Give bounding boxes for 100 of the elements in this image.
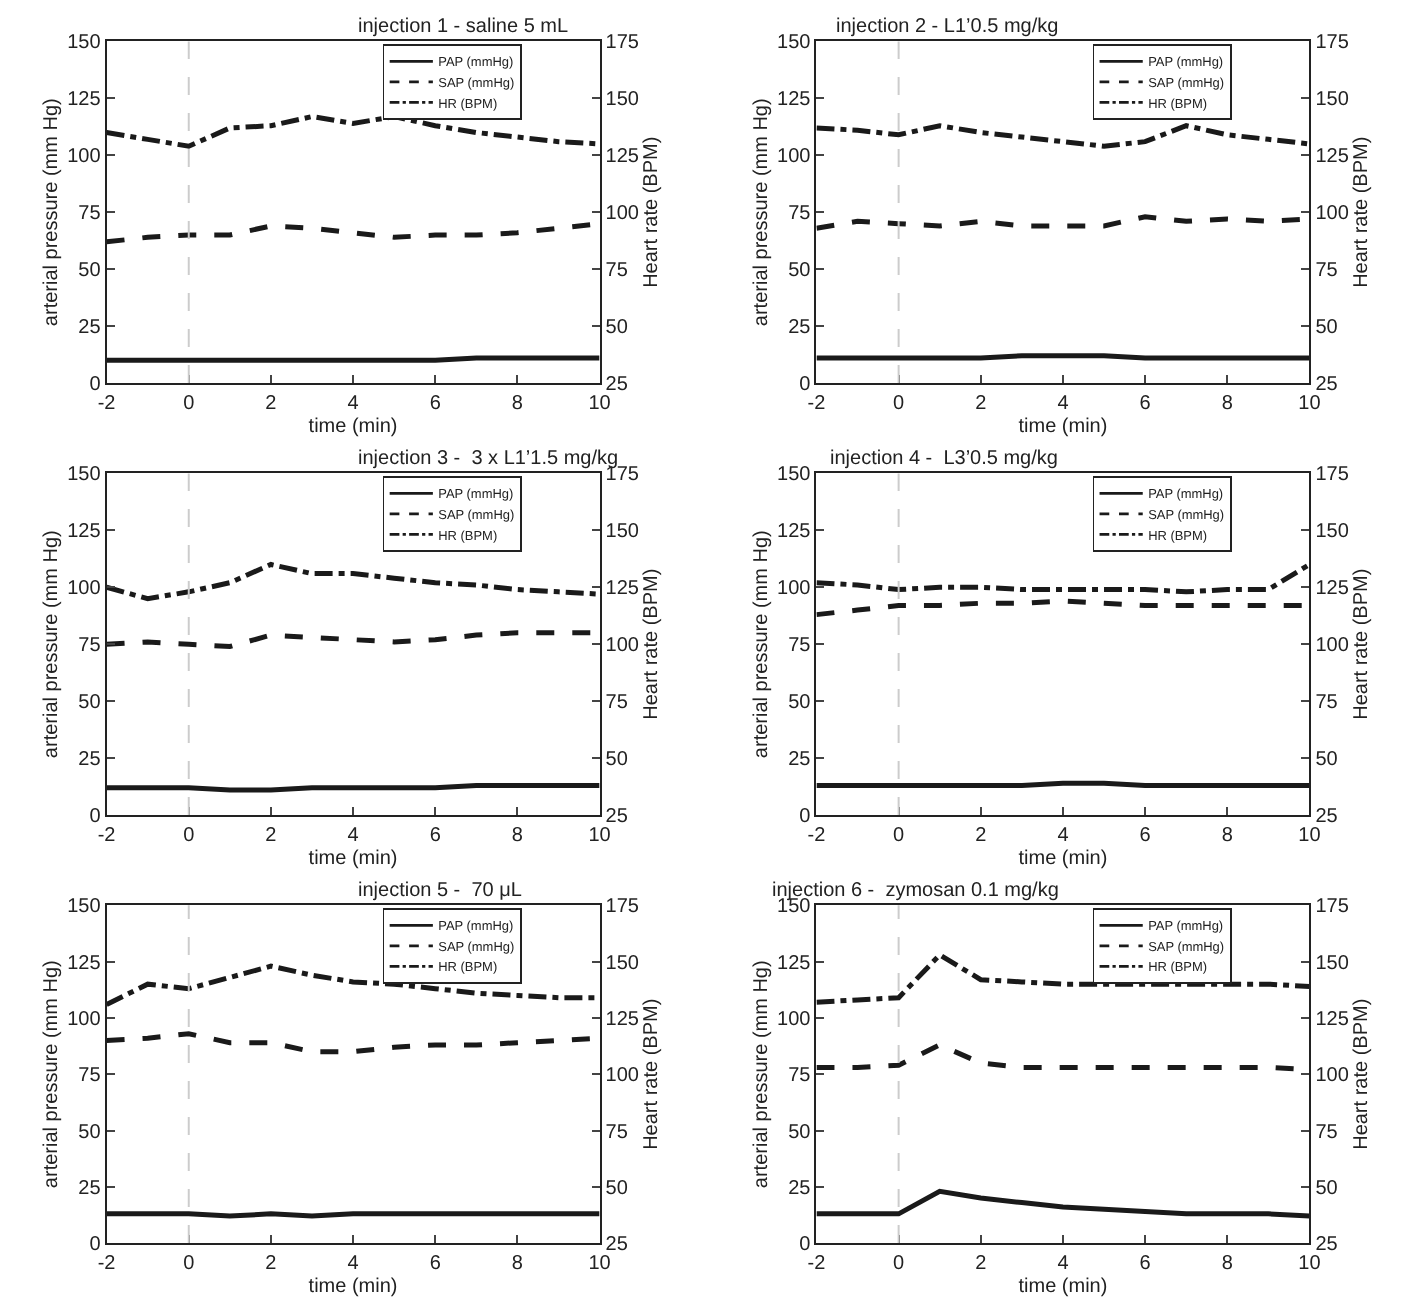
y-tick-label: 100 — [67, 146, 102, 169]
y-tick-label: 100 — [67, 578, 102, 601]
x-tick-label: 2 — [975, 393, 988, 416]
y2-tick-label: 150 — [1315, 89, 1350, 112]
chart-title: injection 5 - 70 μL — [358, 880, 523, 902]
x-tick-label: 8 — [511, 825, 524, 848]
x-tick-label: 10 — [588, 1253, 612, 1276]
x-tick-label: -2 — [807, 1253, 827, 1276]
x-tick-label: 4 — [347, 825, 360, 848]
y-tick-label: 50 — [788, 692, 812, 715]
y-tick-label: 125 — [777, 952, 812, 975]
y-tick-label: 100 — [777, 578, 812, 601]
chart-title: injection 3 - 3 x L1’1.5 mg/kg — [358, 448, 619, 470]
y2-tick-label: 25 — [1315, 806, 1339, 829]
y2-axis-title: Heart rate (BPM) — [640, 568, 663, 720]
x-tick-label: 0 — [893, 825, 906, 848]
x-tick-label: 4 — [1057, 393, 1070, 416]
x-tick-label: 6 — [1139, 1253, 1152, 1276]
y-tick-label: 100 — [777, 146, 812, 169]
x-tick-label: 6 — [1139, 825, 1152, 848]
y-tick-label: 100 — [777, 1008, 812, 1031]
x-tick-label: 0 — [183, 393, 196, 416]
x-tick-label: 6 — [429, 1253, 442, 1276]
x-tick-label: 2 — [975, 1253, 988, 1276]
chart-title: injection 4 - L3’0.5 mg/kg — [830, 448, 1058, 470]
y-tick-label: 25 — [788, 749, 812, 772]
y2-tick-label: 150 — [1315, 521, 1350, 544]
y-tick-label: 50 — [78, 692, 102, 715]
y-tick-label: 150 — [67, 464, 102, 487]
chart-title: injection 2 - L1’0.5 mg/kg — [836, 16, 1059, 38]
y2-tick-label: 75 — [1315, 1121, 1339, 1144]
y2-tick-label: 150 — [605, 89, 640, 112]
x-axis-title: time (min) — [1018, 416, 1108, 439]
y-tick-label: 0 — [89, 1234, 102, 1257]
y2-axis-title: Heart rate (BPM) — [640, 136, 663, 288]
x-tick-label: 6 — [429, 393, 442, 416]
y-tick-label: 50 — [788, 1121, 812, 1144]
x-tick-label: 2 — [265, 393, 278, 416]
y2-tick-label: 50 — [605, 749, 629, 772]
x-tick-label: 8 — [511, 1253, 524, 1276]
x-tick-label: 6 — [429, 825, 442, 848]
y-tick-label: 0 — [89, 374, 102, 397]
x-axis-title: time (min) — [1018, 1276, 1108, 1299]
y-tick-label: 25 — [78, 1177, 102, 1200]
x-axis-title: time (min) — [308, 848, 398, 871]
y2-tick-label: 75 — [1315, 260, 1339, 283]
y-tick-label: 0 — [89, 806, 102, 829]
y-axis-title: arterial pressure (mm Hg) — [751, 530, 774, 759]
x-tick-label: 8 — [511, 393, 524, 416]
x-tick-label: 6 — [1139, 393, 1152, 416]
x-tick-label: 4 — [1057, 1253, 1070, 1276]
y2-tick-label: 100 — [1315, 203, 1350, 226]
x-tick-label: 10 — [1298, 825, 1322, 848]
x-axis-title: time (min) — [308, 416, 398, 439]
y2-tick-label: 175 — [605, 464, 640, 487]
y2-tick-label: 175 — [605, 32, 640, 55]
y-axis-title: arterial pressure (mm Hg) — [41, 960, 64, 1189]
y-tick-label: 25 — [78, 749, 102, 772]
y2-tick-label: 125 — [605, 146, 640, 169]
y2-tick-label: 25 — [605, 806, 629, 829]
y2-tick-label: 25 — [1315, 374, 1339, 397]
y-tick-label: 50 — [78, 1121, 102, 1144]
y2-axis-title: Heart rate (BPM) — [640, 998, 663, 1150]
x-tick-label: -2 — [97, 825, 117, 848]
y-axis-title: arterial pressure (mm Hg) — [41, 98, 64, 327]
y-tick-label: 25 — [788, 1177, 812, 1200]
x-tick-label: 4 — [1057, 825, 1070, 848]
x-tick-label: 4 — [347, 1253, 360, 1276]
y2-tick-label: 100 — [605, 1065, 640, 1088]
y-axis-title: arterial pressure (mm Hg) — [41, 530, 64, 759]
y-tick-label: 75 — [78, 635, 102, 658]
chart-title: injection 6 - zymosan 0.1 mg/kg — [772, 880, 1059, 902]
y-tick-label: 75 — [78, 203, 102, 226]
x-tick-label: -2 — [807, 393, 827, 416]
y2-tick-label: 50 — [1315, 1177, 1339, 1200]
y-tick-label: 50 — [78, 260, 102, 283]
y-tick-label: 125 — [67, 521, 102, 544]
y-tick-label: 50 — [788, 260, 812, 283]
y2-tick-label: 150 — [1315, 952, 1350, 975]
y-axis-title: arterial pressure (mm Hg) — [751, 960, 774, 1189]
x-tick-label: 8 — [1221, 825, 1234, 848]
y2-tick-label: 75 — [605, 1121, 629, 1144]
y2-tick-label: 125 — [1315, 146, 1350, 169]
y2-tick-label: 150 — [605, 521, 640, 544]
y-tick-label: 150 — [777, 32, 812, 55]
y2-tick-label: 125 — [605, 1008, 640, 1031]
x-tick-label: 2 — [975, 825, 988, 848]
y-tick-label: 150 — [67, 896, 102, 919]
y-tick-label: 0 — [799, 374, 812, 397]
x-tick-label: 0 — [183, 1253, 196, 1276]
x-tick-label: 2 — [265, 1253, 278, 1276]
x-axis-title: time (min) — [1018, 848, 1108, 871]
y2-tick-label: 125 — [1315, 1008, 1350, 1031]
x-tick-label: 8 — [1221, 393, 1234, 416]
y2-tick-label: 100 — [605, 635, 640, 658]
x-tick-label: 2 — [265, 825, 278, 848]
x-tick-label: 0 — [893, 1253, 906, 1276]
x-tick-label: 10 — [1298, 1253, 1322, 1276]
y2-tick-label: 25 — [1315, 1234, 1339, 1257]
y2-tick-label: 175 — [1315, 896, 1350, 919]
